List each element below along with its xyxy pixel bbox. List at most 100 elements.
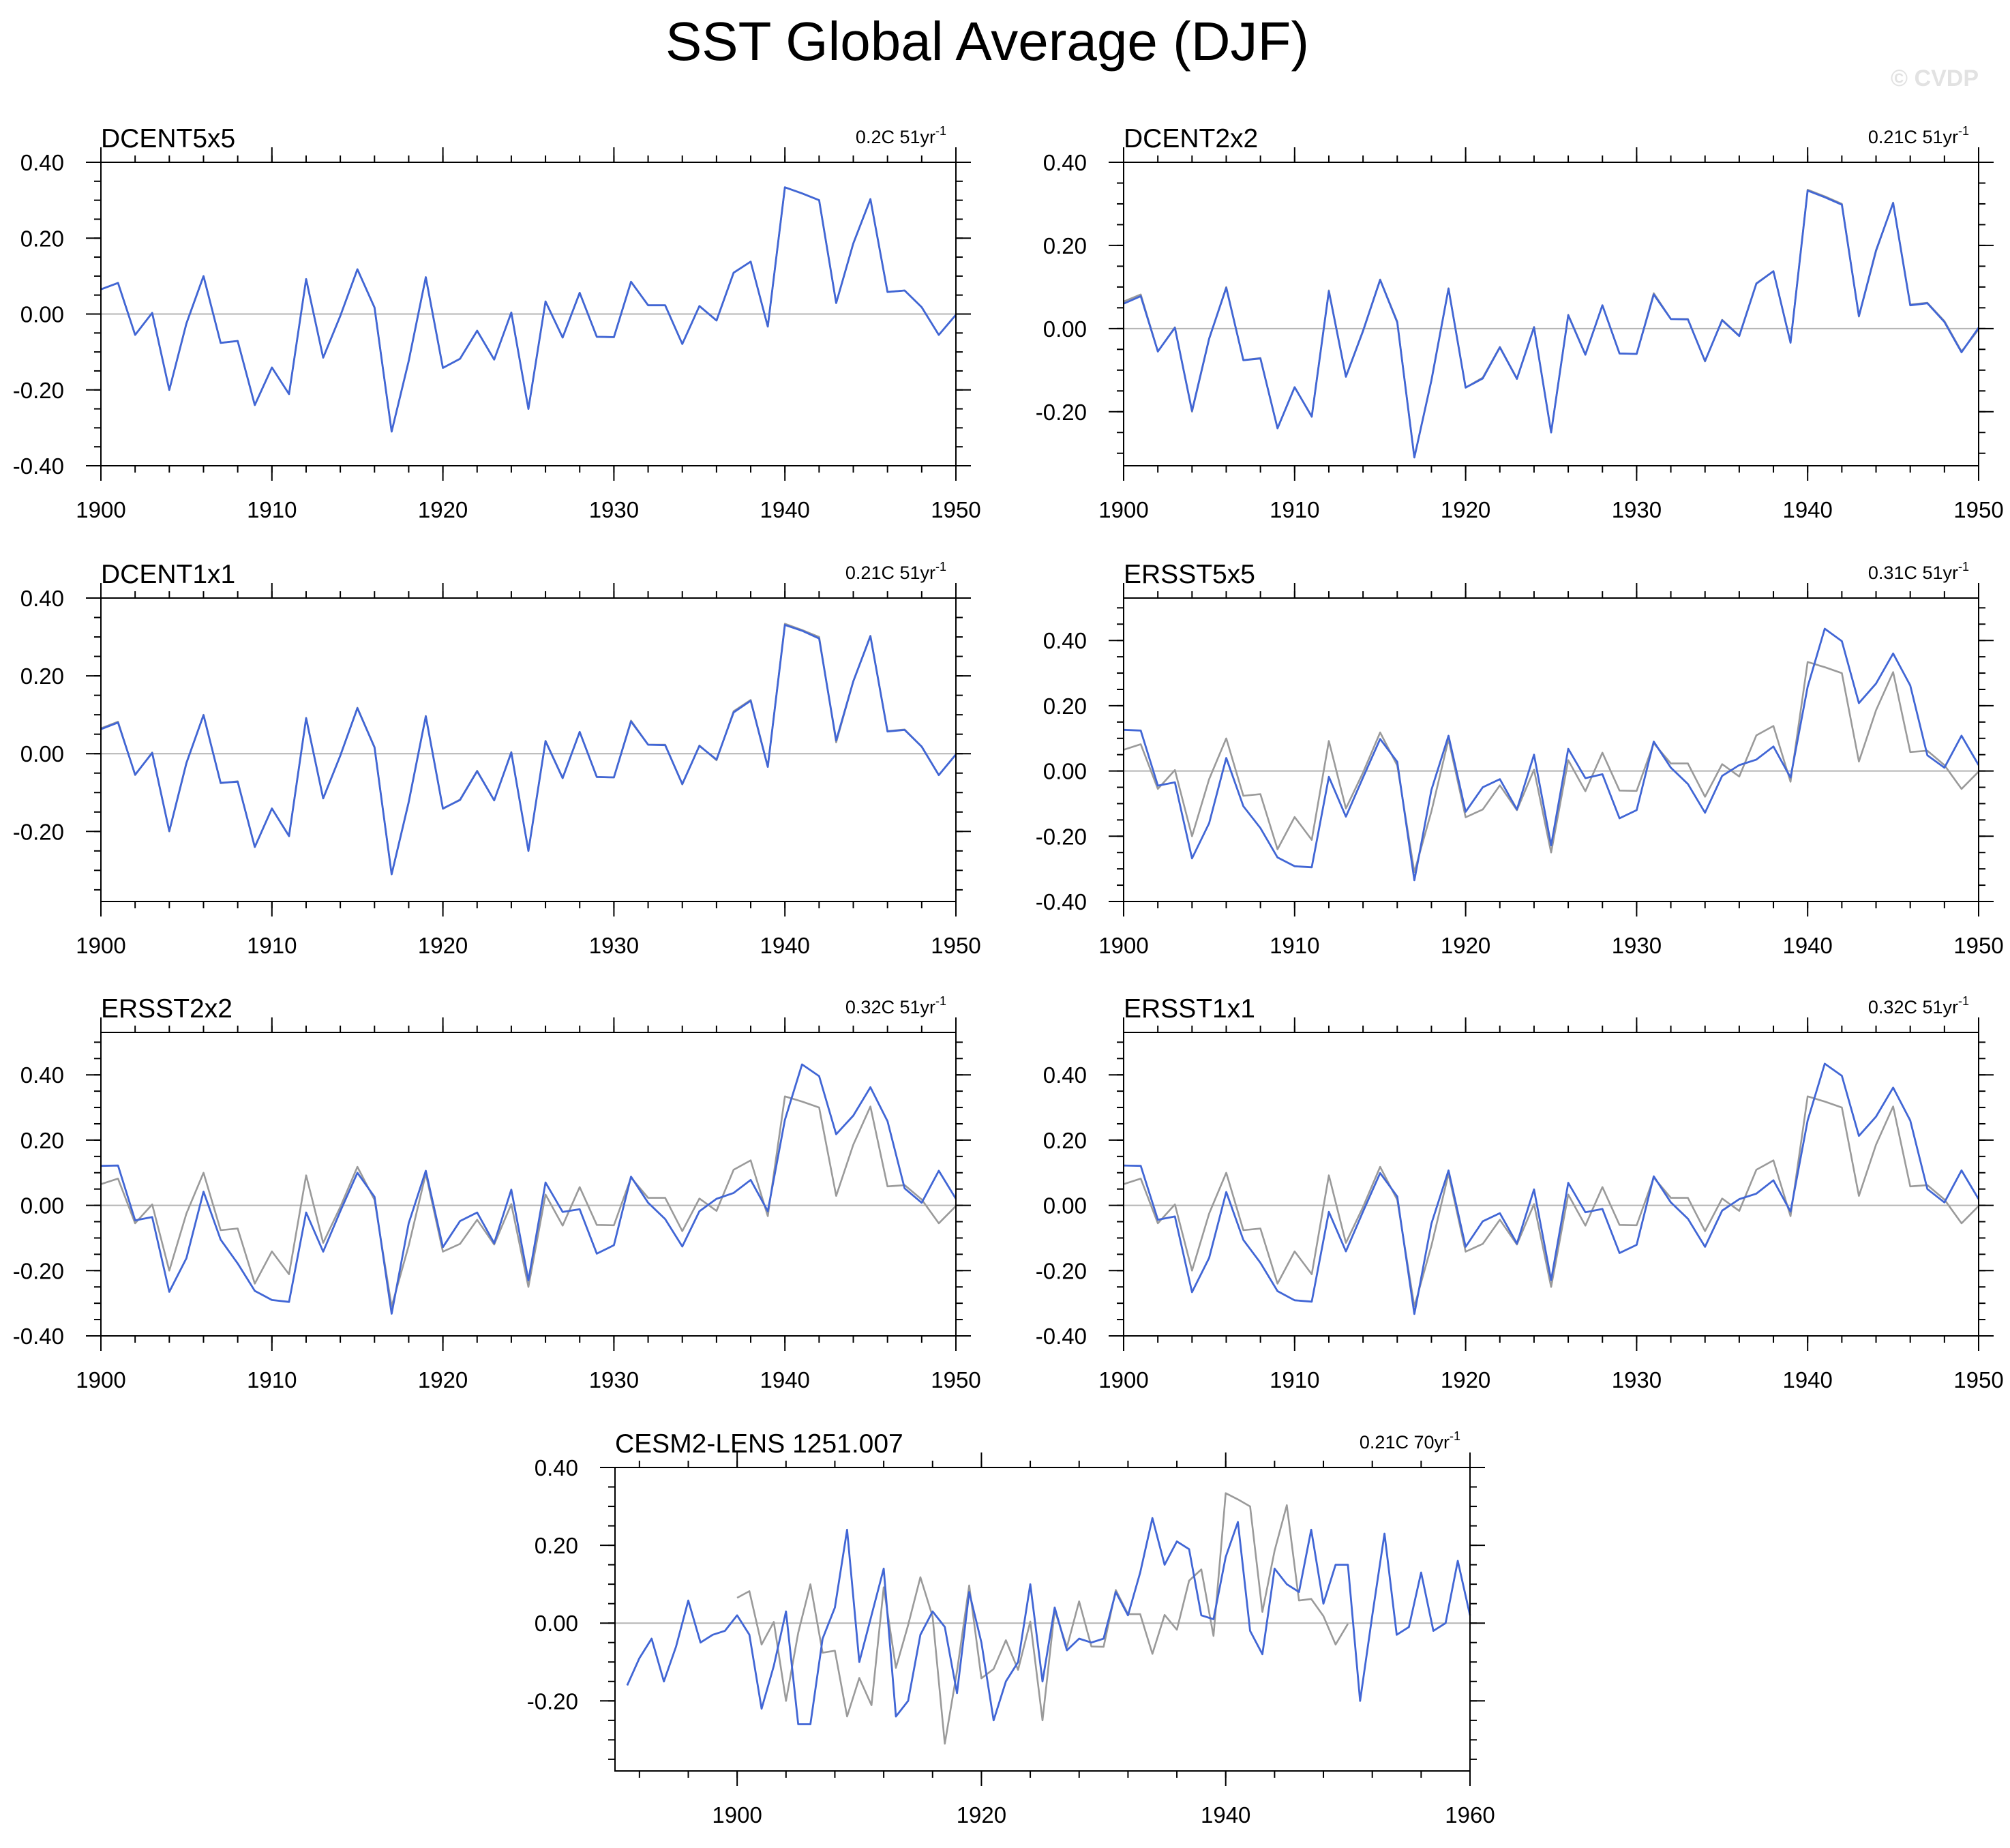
x-tick-label: 1960	[1445, 1802, 1495, 1828]
x-tick-label: 1950	[1953, 1367, 2003, 1392]
trend-label-text: 0.21C 51yr	[845, 563, 935, 583]
x-tick-label: 1920	[1441, 933, 1490, 958]
panels: DCENT5x5 0.2C 51yr-1-0.40-0.200.000.200.4…	[13, 124, 2004, 1828]
y-tick-label: 0.20	[20, 226, 64, 251]
y-tick-label: 0.20	[535, 1533, 578, 1558]
x-tick-label: 1910	[247, 1367, 297, 1392]
x-tick-label: 1950	[931, 933, 980, 958]
chart-panel: CESM2-LENS 1251.007 0.21C 70yr-1 -0.20 0.00…	[527, 1429, 1495, 1828]
plot-frame	[1123, 597, 1979, 902]
y-tick-label: 0.00	[20, 302, 64, 327]
observed-series-line	[1123, 188, 1980, 459]
model-series-line	[100, 1063, 957, 1315]
observed-series-line	[736, 1492, 1349, 1745]
trend-label: 0.31C 51yr-1	[1868, 560, 1969, 583]
chart-panel: DCENT5x5 0.2C 51yr-1 -0.40 -0.20 0.00 0.20 0.4…	[13, 124, 981, 522]
x-tick-label: 1940	[1782, 1367, 1832, 1392]
trend-label-exponent: -1	[935, 560, 946, 573]
trend-label-exponent: -1	[1958, 994, 1969, 1008]
trend-label-exponent: -1	[1958, 124, 1969, 138]
x-tick-label: 1900	[1098, 933, 1148, 958]
y-tick-label: 0.40	[1043, 1062, 1087, 1088]
x-tick-label: 1930	[1612, 497, 1662, 522]
x-tick-label: 1910	[1270, 497, 1319, 522]
chart-panel: ERSST2x2 0.32C 51yr-1 -0.40 -0.20 0.00 0.20 0.…	[13, 994, 981, 1392]
y-tick-label: -0.40	[13, 1324, 64, 1349]
y-tick-label: 0.00	[1043, 316, 1087, 342]
x-tick-label: 1920	[957, 1802, 1006, 1828]
y-tick-label: -0.20	[1036, 824, 1087, 849]
x-tick-label: 1920	[418, 1367, 468, 1392]
figure-title: SST Global Average (DJF)	[665, 11, 1309, 72]
y-tick-label: 0.20	[20, 664, 64, 689]
y-tick-label: -0.20	[1036, 1258, 1087, 1283]
y-tick-label: -0.20	[13, 819, 64, 844]
trend-label: 0.21C 51yr-1	[1868, 124, 1969, 147]
x-tick-label: 1900	[1098, 497, 1148, 522]
trend-label-text: 0.32C 51yr	[845, 997, 935, 1017]
x-tick-label: 1940	[1782, 497, 1832, 522]
y-tick-label: -0.20	[13, 1258, 64, 1283]
y-tick-label: 0.20	[1043, 233, 1087, 258]
panel-title: DCENT1x1	[101, 560, 235, 589]
y-tick-label: -0.40	[1036, 889, 1087, 914]
chart-panel: ERSST1x1 0.32C 51yr-1 -0.40 -0.20 0.00 0.20 0.…	[1036, 994, 2004, 1392]
trend-label-exponent: -1	[1450, 1429, 1460, 1443]
x-tick-label: 1930	[589, 1367, 639, 1392]
trend-label-text: 0.2C 51yr	[856, 127, 935, 147]
chart-panel: ERSST5x5 0.31C 51yr-1 -0.40 -0.20 0.00 0.20 0.…	[1036, 560, 2004, 958]
y-tick-label: 0.20	[20, 1128, 64, 1153]
x-tick-label: 1910	[247, 497, 297, 522]
x-tick-label: 1920	[418, 933, 468, 958]
y-tick-label: 0.00	[1043, 1193, 1087, 1219]
x-tick-label: 1900	[712, 1802, 762, 1828]
trend-label-exponent: -1	[935, 994, 946, 1008]
trend-label: 0.32C 51yr-1	[845, 994, 946, 1017]
model-series-line	[1123, 190, 1980, 459]
trend-label-text: 0.31C 51yr	[1868, 563, 1958, 583]
x-tick-label: 1910	[1270, 933, 1319, 958]
x-tick-label: 1950	[1953, 933, 2003, 958]
x-tick-label: 1930	[1612, 933, 1662, 958]
model-series-line	[1123, 627, 1980, 882]
model-series-line	[1123, 1062, 1980, 1315]
y-tick-label: -0.40	[13, 453, 64, 479]
chart-panel: DCENT1x1 0.21C 51yr-1 -0.20 0.00 0.20 0.40 190…	[13, 560, 981, 958]
x-tick-label: 1910	[1270, 1367, 1319, 1392]
x-tick-label: 1900	[76, 1367, 125, 1392]
plot-frame	[100, 162, 957, 466]
y-tick-label: -0.20	[13, 378, 64, 403]
x-tick-label: 1910	[247, 933, 297, 958]
plot-frame	[614, 1467, 1471, 1772]
plot-frame	[1123, 1032, 1979, 1337]
y-tick-label: 0.00	[535, 1611, 578, 1636]
x-tick-label: 1940	[760, 1367, 809, 1392]
trend-label: 0.32C 51yr-1	[1868, 994, 1969, 1017]
plot-frame	[100, 1032, 957, 1337]
y-tick-label: 0.00	[1043, 759, 1087, 784]
x-tick-label: 1920	[1441, 497, 1490, 522]
y-tick-label: 0.00	[20, 741, 64, 766]
x-tick-label: 1920	[418, 497, 468, 522]
x-tick-label: 1930	[589, 497, 639, 522]
trend-label-text: 0.32C 51yr	[1868, 997, 1958, 1017]
x-tick-label: 1930	[1612, 1367, 1662, 1392]
x-tick-label: 1950	[931, 497, 980, 522]
observed-series-line	[1123, 1095, 1979, 1308]
model-series-line	[100, 624, 957, 876]
y-tick-label: 0.40	[1043, 628, 1087, 653]
trend-label: 0.2C 51yr-1	[856, 124, 946, 147]
x-tick-label: 1900	[1098, 1367, 1148, 1392]
plot-frame	[100, 597, 957, 902]
x-tick-label: 1900	[76, 497, 125, 522]
plot-frame	[1123, 162, 1979, 466]
trend-label: 0.21C 70yr-1	[1360, 1429, 1460, 1452]
panel-title: CESM2-LENS 1251.007	[615, 1429, 903, 1459]
copyright-watermark: © CVDP	[1891, 65, 1979, 91]
y-tick-label: 0.40	[20, 1062, 64, 1088]
model-series-line	[626, 1517, 1471, 1725]
trend-label-exponent: -1	[935, 124, 946, 138]
y-tick-label: -0.20	[527, 1688, 578, 1714]
trend-label: 0.21C 51yr-1	[845, 560, 946, 583]
